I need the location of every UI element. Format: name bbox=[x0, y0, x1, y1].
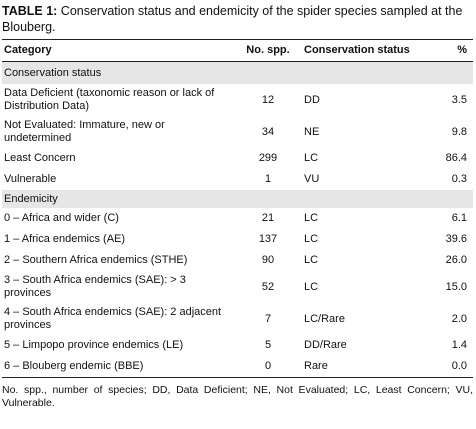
cell-percent: 2.0 bbox=[451, 312, 467, 325]
table-row: 5 – Limpopo province endemics (LE) 5 DD/… bbox=[2, 335, 473, 356]
table-row: 1 – Africa endemics (AE) 137 LC 39.6 bbox=[2, 229, 473, 250]
cell-category: Data Deficient (taxonomic reason or lack… bbox=[4, 87, 215, 112]
table-footnote: No. spp., number of species; DD, Data De… bbox=[2, 384, 473, 409]
cell-spp: 90 bbox=[261, 254, 275, 266]
table-figure: TABLE 1: Conservation status and endemic… bbox=[2, 0, 473, 410]
table-row: 6 – Blouberg endemic (BBE) 0 Rare 0.0 bbox=[2, 356, 473, 378]
cell-percent: 3.5 bbox=[451, 93, 467, 106]
cell-percent: 39.6 bbox=[445, 233, 467, 245]
cell-category: 3 – South Africa endemics (SAE): > 3 pro… bbox=[4, 274, 186, 299]
cell-category: Vulnerable bbox=[4, 173, 57, 185]
cell-spp: 137 bbox=[258, 233, 278, 245]
cell-status: LC bbox=[304, 152, 319, 164]
cell-percent: 6.1 bbox=[451, 212, 467, 224]
cell-percent: 86.4 bbox=[445, 152, 467, 164]
cell-spp: 12 bbox=[261, 93, 275, 106]
data-table: Category No. spp. Conservation status % … bbox=[2, 39, 473, 378]
cell-spp: 7 bbox=[264, 312, 272, 325]
cell-status: NE bbox=[304, 125, 320, 138]
table-row: 2 – Southern Africa endemics (STHE) 90 L… bbox=[2, 250, 473, 271]
cell-spp: 0 bbox=[234, 356, 302, 378]
header-spp: No. spp. bbox=[234, 39, 302, 62]
header-category: Category bbox=[2, 39, 234, 62]
section-title: Endemicity bbox=[2, 190, 473, 208]
table-row: Data Deficient (taxonomic reason or lack… bbox=[2, 84, 473, 116]
cell-spp: 1 bbox=[264, 173, 272, 185]
cell-status: Rare bbox=[302, 356, 417, 378]
section-row: Conservation status bbox=[2, 61, 473, 84]
header-status: Conservation status bbox=[302, 39, 417, 62]
table-row: 0 – Africa and wider (C) 21 LC 6.1 bbox=[2, 208, 473, 229]
table-row: 3 – South Africa endemics (SAE): > 3 pro… bbox=[2, 271, 473, 303]
cell-percent: 15.0 bbox=[445, 280, 467, 293]
cell-status: LC bbox=[304, 280, 319, 293]
cell-category: 5 – Limpopo province endemics (LE) bbox=[4, 339, 184, 351]
cell-status: LC bbox=[304, 233, 319, 245]
cell-status: LC bbox=[304, 212, 319, 224]
caption-label: TABLE 1: bbox=[2, 4, 58, 18]
cell-category: 6 – Blouberg endemic (BBE) bbox=[2, 356, 234, 378]
section-title: Conservation status bbox=[2, 61, 473, 84]
cell-spp: 21 bbox=[261, 212, 275, 224]
cell-spp: 299 bbox=[258, 152, 278, 164]
cell-status: DD/Rare bbox=[304, 339, 347, 351]
cell-category: 4 – South Africa endemics (SAE): 2 adjac… bbox=[4, 306, 222, 331]
cell-spp: 52 bbox=[261, 280, 275, 293]
cell-percent: 1.4 bbox=[451, 339, 467, 351]
cell-percent: 9.8 bbox=[451, 125, 467, 138]
table-row: Vulnerable 1 VU 0.3 bbox=[2, 169, 473, 190]
cell-category: 0 – Africa and wider (C) bbox=[4, 212, 119, 224]
header-percent: % bbox=[417, 39, 473, 62]
table-caption: TABLE 1: Conservation status and endemic… bbox=[2, 0, 473, 35]
table-row: 4 – South Africa endemics (SAE): 2 adjac… bbox=[2, 303, 473, 335]
cell-spp: 5 bbox=[264, 339, 272, 351]
cell-category: 2 – Southern Africa endemics (STHE) bbox=[4, 254, 188, 266]
header-row: Category No. spp. Conservation status % bbox=[2, 39, 473, 62]
caption-text: Conservation status and endemicity of th… bbox=[2, 4, 463, 34]
table-row: Not Evaluated: Immature, new or undeterm… bbox=[2, 116, 473, 148]
cell-status: LC/Rare bbox=[304, 312, 345, 325]
cell-status: VU bbox=[304, 173, 320, 185]
table-row: Least Concern 299 LC 86.4 bbox=[2, 148, 473, 169]
cell-status: LC bbox=[304, 254, 319, 266]
cell-category: Not Evaluated: Immature, new or undeterm… bbox=[4, 119, 165, 144]
cell-percent: 0.0 bbox=[417, 356, 473, 378]
cell-percent: 26.0 bbox=[445, 254, 467, 266]
cell-status: DD bbox=[304, 93, 320, 106]
cell-percent: 0.3 bbox=[451, 173, 467, 185]
cell-spp: 34 bbox=[261, 125, 275, 138]
cell-category: 1 – Africa endemics (AE) bbox=[4, 233, 126, 245]
section-row: Endemicity bbox=[2, 190, 473, 208]
cell-category: Least Concern bbox=[4, 152, 76, 164]
